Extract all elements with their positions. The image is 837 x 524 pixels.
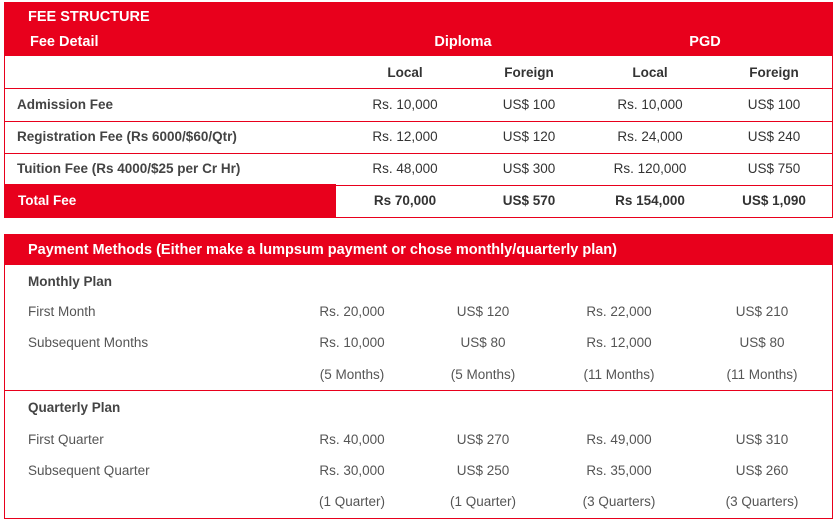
table-cell: US$ 210 [735, 304, 789, 319]
divider [5, 390, 832, 391]
total-cell: Rs 154,000 [615, 193, 685, 208]
total-fee-label-cell: Total Fee [5, 184, 335, 217]
column-header-diploma-local: Local [387, 65, 423, 80]
divider [335, 184, 336, 217]
quarterly-plan-title: Quarterly Plan [28, 400, 121, 415]
row-label: Tuition Fee (Rs 4000/$25 per Cr Hr) [17, 161, 241, 176]
table-cell: Rs. 22,000 [586, 304, 652, 319]
table-cell: Rs. 120,000 [613, 161, 687, 176]
row-label: Subsequent Months [28, 335, 149, 350]
duration-note: (3 Quarters) [725, 494, 799, 509]
table-cell: Rs. 10,000 [319, 335, 385, 350]
table-cell: US$ 300 [502, 161, 556, 176]
table-cell: US$ 270 [456, 432, 510, 447]
table-cell: US$ 80 [739, 335, 785, 350]
table-cell: US$ 250 [456, 463, 510, 478]
table-row: Admission Fee Rs. 10,000 US$ 100 Rs. 10,… [5, 89, 832, 122]
duration-note: (1 Quarter) [318, 494, 386, 509]
table-cell: Rs. 30,000 [319, 463, 385, 478]
table-cell: Rs. 20,000 [319, 304, 385, 319]
total-fee-row: Total Fee Rs 70,000 US$ 570 Rs 154,000 U… [5, 184, 832, 217]
table-cell: Rs. 10,000 [617, 97, 683, 112]
row-label: Registration Fee (Rs 6000/$60/Qtr) [17, 129, 237, 144]
table-cell: US$ 240 [747, 129, 801, 144]
table-row: Registration Fee (Rs 6000/$60/Qtr) Rs. 1… [5, 121, 832, 154]
fee-detail-label: Fee Detail [30, 34, 99, 50]
duration-note: (5 Months) [450, 367, 516, 382]
monthly-plan-title: Monthly Plan [28, 274, 112, 289]
row-label: Admission Fee [17, 97, 114, 112]
payment-methods-title: Payment Methods (Either make a lumpsum p… [28, 242, 617, 258]
payment-methods-header: Payment Methods (Either make a lumpsum p… [5, 235, 832, 265]
duration-note: (3 Quarters) [582, 494, 656, 509]
total-cell: Rs 70,000 [373, 193, 437, 208]
table-cell: Rs. 49,000 [586, 432, 652, 447]
table-cell: Rs. 12,000 [586, 335, 652, 350]
column-header-pgd-local: Local [632, 65, 668, 80]
table-cell: US$ 310 [735, 432, 789, 447]
table-cell: US$ 750 [747, 161, 801, 176]
duration-note: (11 Months) [726, 367, 798, 382]
row-label: Subsequent Quarter [28, 463, 150, 478]
row-label: First Month [28, 304, 96, 319]
total-fee-label: Total Fee [18, 193, 77, 208]
table-cell: US$ 80 [460, 335, 506, 350]
fee-structure-table: FEE STRUCTURE Fee Detail Diploma PGD Loc… [4, 2, 833, 218]
duration-note: (1 Quarter) [449, 494, 517, 509]
table-cell: US$ 100 [747, 97, 801, 112]
table-row: Tuition Fee (Rs 4000/$25 per Cr Hr) Rs. … [5, 153, 832, 186]
column-header-pgd-foreign: Foreign [749, 65, 799, 80]
total-cell: US$ 570 [502, 193, 556, 208]
table-cell: Rs. 35,000 [586, 463, 652, 478]
fee-structure-header: FEE STRUCTURE Fee Detail Diploma PGD [5, 3, 832, 56]
total-cell: US$ 1,090 [742, 193, 806, 208]
payment-methods-table: Payment Methods (Either make a lumpsum p… [4, 234, 833, 519]
group-pgd: PGD [689, 34, 721, 50]
group-diploma: Diploma [434, 34, 492, 50]
table-cell: Rs. 40,000 [319, 432, 385, 447]
table-cell: Rs. 24,000 [617, 129, 683, 144]
duration-note: (11 Months) [583, 367, 655, 382]
fee-structure-title: FEE STRUCTURE [28, 9, 150, 25]
column-header-diploma-foreign: Foreign [504, 65, 554, 80]
table-cell: Rs. 12,000 [372, 129, 438, 144]
table-cell: US$ 120 [502, 129, 556, 144]
duration-note: (5 Months) [319, 367, 385, 382]
table-cell: Rs. 48,000 [372, 161, 438, 176]
table-cell: US$ 260 [735, 463, 789, 478]
table-cell: US$ 100 [502, 97, 556, 112]
table-cell: US$ 120 [456, 304, 510, 319]
column-header-row: Local Foreign Local Foreign [5, 56, 832, 89]
row-label: First Quarter [28, 432, 104, 447]
table-cell: Rs. 10,000 [372, 97, 438, 112]
